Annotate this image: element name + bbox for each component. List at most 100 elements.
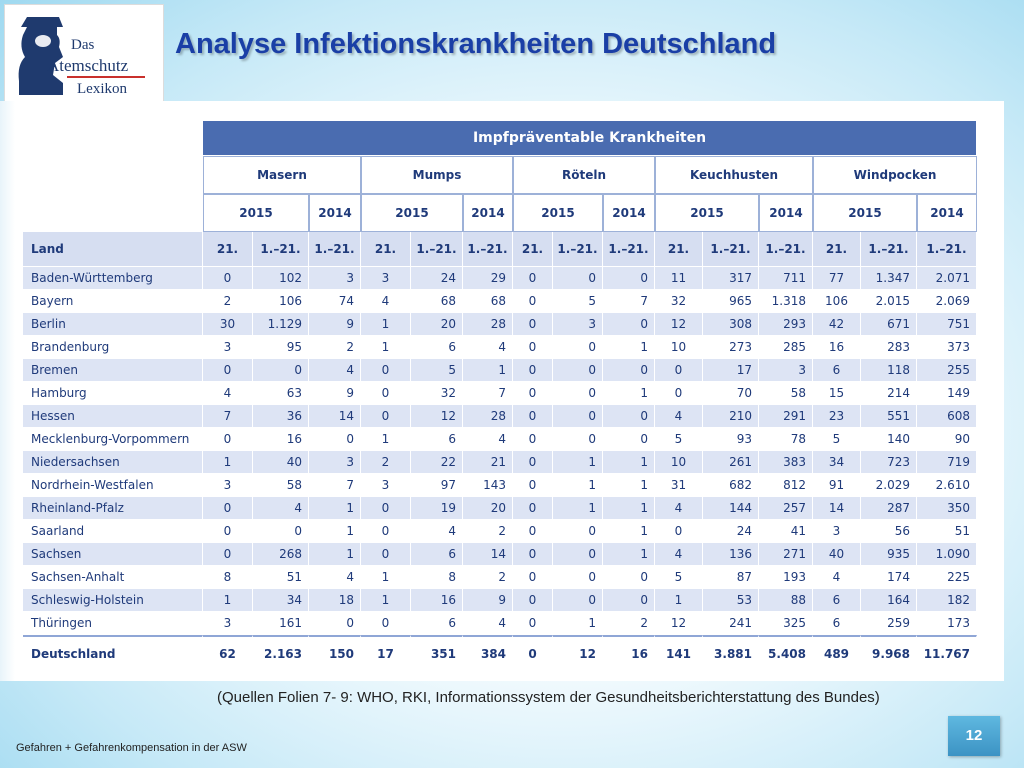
table-cell: 0 (553, 405, 603, 428)
table-cell: 4 (655, 405, 703, 428)
year-header: 2014 (603, 194, 655, 232)
table-cell: 1 (655, 589, 703, 612)
year-header: 2015 (813, 194, 917, 232)
table-cell: 6 (411, 428, 463, 451)
table-cell: 97 (411, 474, 463, 497)
table-cell: 5 (655, 566, 703, 589)
blank-corner (23, 194, 203, 232)
table-cell: 4 (813, 566, 861, 589)
table-cell: 14 (309, 405, 361, 428)
table-cell: 7 (463, 382, 513, 405)
table-cell: 551 (861, 405, 917, 428)
table-cell: 0 (553, 267, 603, 290)
column-header: 1.–21. (411, 232, 463, 267)
table-cell: 293 (759, 313, 813, 336)
table-cell: 1 (553, 451, 603, 474)
table-cell: 3 (203, 612, 253, 635)
table-row: Sachsen-Anhalt 8 51 4 1 8 2 0 0 0 5 87 193 4 174 225 (23, 566, 977, 589)
table-cell: 1 (603, 382, 655, 405)
blank-corner (23, 156, 203, 194)
total-row: Deutschland 62 2.163 150 17 351 384 0 12 16 141 3.8… (23, 635, 977, 672)
table-cell: 4 (203, 382, 253, 405)
total-cell: 9.968 (861, 635, 917, 672)
table-cell: 6 (813, 612, 861, 635)
table-cell: 74 (309, 290, 361, 313)
table-cell: 16 (813, 336, 861, 359)
total-cell: 0 (513, 635, 553, 672)
table-cell: 20 (411, 313, 463, 336)
table-cell: 7 (603, 290, 655, 313)
table-cell: 2.071 (917, 267, 977, 290)
table-cell: 9 (463, 589, 513, 612)
column-header: 1.–21. (703, 232, 759, 267)
table-cell: 10 (655, 451, 703, 474)
table-cell: 106 (813, 290, 861, 313)
table-cell: 257 (759, 497, 813, 520)
table-cell: 291 (759, 405, 813, 428)
table-cell: 118 (861, 359, 917, 382)
table-cell: 0 (553, 589, 603, 612)
table-cell: 1.347 (861, 267, 917, 290)
table-cell: 5 (411, 359, 463, 382)
table-cell: 28 (463, 405, 513, 428)
table-cell: 6 (411, 612, 463, 635)
year-header: 2014 (759, 194, 813, 232)
land-cell: Hamburg (23, 382, 203, 405)
table-cell: 58 (759, 382, 813, 405)
table-cell: 41 (759, 520, 813, 543)
table-cell: 14 (813, 497, 861, 520)
table-cell: 0 (553, 428, 603, 451)
land-cell: Baden-Württemberg (23, 267, 203, 290)
table-cell: 4 (309, 566, 361, 589)
table-cell: 20 (463, 497, 513, 520)
table-cell: 1 (203, 451, 253, 474)
column-header: 1.–21. (553, 232, 603, 267)
column-header: 21. (203, 232, 253, 267)
land-cell: Rheinland-Pfalz (23, 497, 203, 520)
table-cell: 1.318 (759, 290, 813, 313)
table-cell: 719 (917, 451, 977, 474)
table-cell: 682 (703, 474, 759, 497)
year-header: 2015 (513, 194, 603, 232)
total-cell: 5.408 (759, 635, 813, 672)
total-cell: 17 (361, 635, 411, 672)
table-cell: 287 (861, 497, 917, 520)
table-cell: 29 (463, 267, 513, 290)
table-cell: 1 (361, 428, 411, 451)
table-cell: 0 (603, 313, 655, 336)
table-cell: 2 (203, 290, 253, 313)
disease-header: Röteln (513, 156, 655, 194)
table-cell: 9 (309, 313, 361, 336)
table-cell: 0 (603, 267, 655, 290)
table-cell: 68 (411, 290, 463, 313)
blank-corner (23, 121, 203, 156)
table-cell: 0 (309, 428, 361, 451)
table-cell: 30 (203, 313, 253, 336)
table-cell: 0 (603, 589, 655, 612)
table-cell: 0 (513, 497, 553, 520)
table-cell: 259 (861, 612, 917, 635)
table-cell: 711 (759, 267, 813, 290)
table-cell: 0 (203, 497, 253, 520)
table-cell: 241 (703, 612, 759, 635)
table-cell: 34 (813, 451, 861, 474)
table-cell: 1.090 (917, 543, 977, 566)
table-cell: 16 (411, 589, 463, 612)
table-cell: 1 (361, 313, 411, 336)
table-cell: 0 (513, 405, 553, 428)
table-row: Berlin 30 1.129 9 1 20 28 0 3 0 12 308 293 42 671 751 (23, 313, 977, 336)
table-cell: 0 (203, 543, 253, 566)
table-cell: 273 (703, 336, 759, 359)
table-cell: 0 (513, 566, 553, 589)
year-header: 2015 (655, 194, 759, 232)
main-header: Impfpräventable Krankheiten (203, 121, 977, 156)
table-cell: 723 (861, 451, 917, 474)
table-cell: 143 (463, 474, 513, 497)
table-cell: 93 (703, 428, 759, 451)
table-cell: 4 (411, 520, 463, 543)
total-cell: 12 (553, 635, 603, 672)
table-cell: 6 (813, 589, 861, 612)
table-cell: 1 (603, 451, 655, 474)
total-cell: 3.881 (703, 635, 759, 672)
total-cell: 150 (309, 635, 361, 672)
